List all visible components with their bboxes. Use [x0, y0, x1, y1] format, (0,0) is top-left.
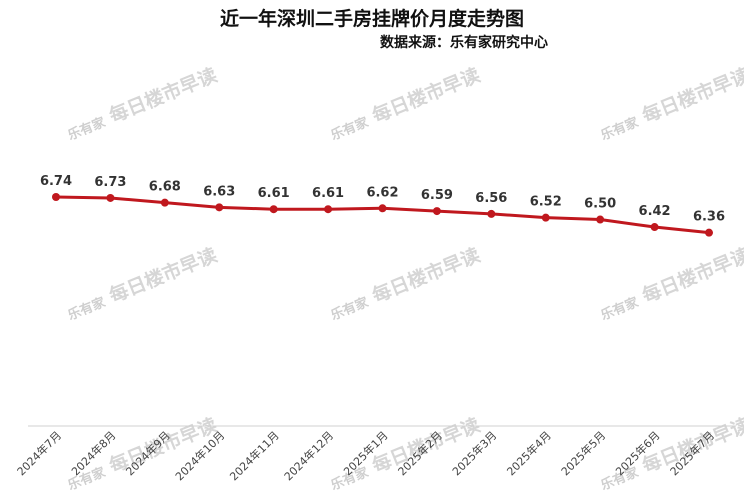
data-label: 6.73: [94, 175, 126, 190]
data-point: [269, 205, 278, 214]
watermark-logo: 乐有家: [329, 114, 372, 144]
data-point: [215, 203, 224, 212]
watermark-text: 每日楼市早读: [639, 243, 744, 307]
data-point: [596, 215, 605, 224]
data-point: [324, 205, 333, 214]
data-label: 6.52: [530, 195, 562, 210]
watermark-logo: 乐有家: [599, 114, 642, 144]
watermark-text: 每日楼市早读: [369, 63, 483, 127]
watermark-logo: 乐有家: [599, 294, 642, 324]
plot-area: 6.74 6.73 6.68 6.63 6.61 6.61 6.62 6.59 6.56 6.52…: [40, 174, 725, 237]
data-label: 6.42: [639, 204, 671, 219]
watermark-text: 每日楼市早读: [369, 243, 483, 307]
data-label: 6.50: [584, 197, 616, 212]
data-point: [650, 223, 659, 232]
data-point: [378, 204, 387, 213]
data-point: [487, 209, 496, 218]
data-label: 6.68: [149, 180, 181, 195]
watermark-logo: 乐有家: [329, 294, 372, 324]
data-label: 6.36: [693, 210, 725, 225]
data-point: [160, 198, 169, 207]
watermark-layer: 乐有家每日楼市早读乐有家每日楼市早读乐有家每日楼市早读乐有家每日楼市早读乐有家每…: [66, 63, 744, 493]
data-label: 6.63: [203, 184, 235, 199]
data-label: 6.59: [421, 188, 453, 203]
data-label: 6.74: [40, 174, 72, 189]
x-tick-label: 2024年7月: [14, 428, 64, 478]
data-point: [705, 228, 713, 237]
chart-subtitle: 数据来源：乐有家研究中心: [380, 35, 548, 51]
x-tick-label: 2024年12月: [281, 428, 336, 483]
data-label: 6.62: [366, 185, 398, 200]
chart-title: 近一年深圳二手房挂牌价月度走势图: [219, 8, 524, 30]
data-point: [541, 213, 550, 222]
data-point: [432, 207, 441, 216]
watermark-text: 每日楼市早读: [106, 243, 220, 307]
x-tick-label: 2025年5月: [558, 428, 608, 478]
data-point: [52, 193, 60, 202]
x-tick-label: 2024年11月: [227, 428, 282, 483]
watermark-text: 每日楼市早读: [639, 63, 744, 127]
watermark-logo: 乐有家: [66, 114, 109, 144]
data-label: 6.56: [475, 191, 507, 206]
data-label: 6.61: [258, 186, 290, 201]
watermark-text: 每日楼市早读: [106, 63, 220, 127]
data-point: [106, 193, 115, 202]
data-label: 6.61: [312, 186, 344, 201]
x-tick-label: 2025年4月: [504, 428, 554, 478]
watermark-logo: 乐有家: [66, 294, 109, 324]
